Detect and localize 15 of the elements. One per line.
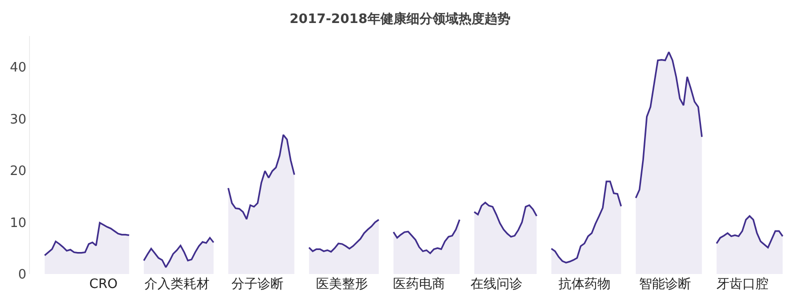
x-tick-label: 在线问诊 — [470, 277, 522, 292]
y-tick-label: 0 — [18, 268, 26, 283]
x-tick-label: 医美整形 — [316, 276, 368, 292]
x-tick-label: 抗体药物 — [558, 277, 610, 292]
x-tick-label: CRO — [89, 277, 118, 292]
x-tick-label: 智能诊断 — [639, 277, 692, 292]
chart-title: 2017-2018年健康细分领域热度趋势 — [290, 10, 510, 27]
x-tick-label: 介入类耗材 — [144, 277, 210, 292]
y-tick-label: 10 — [10, 216, 26, 231]
x-tick-label: 牙齿口腔 — [716, 277, 768, 292]
y-tick-label: 40 — [10, 60, 26, 76]
y-tick-label: 30 — [10, 112, 26, 128]
x-tick-label: 医药电商 — [393, 277, 446, 292]
y-tick-label: 20 — [10, 164, 26, 180]
x-tick-label: 分子诊断 — [232, 277, 284, 292]
